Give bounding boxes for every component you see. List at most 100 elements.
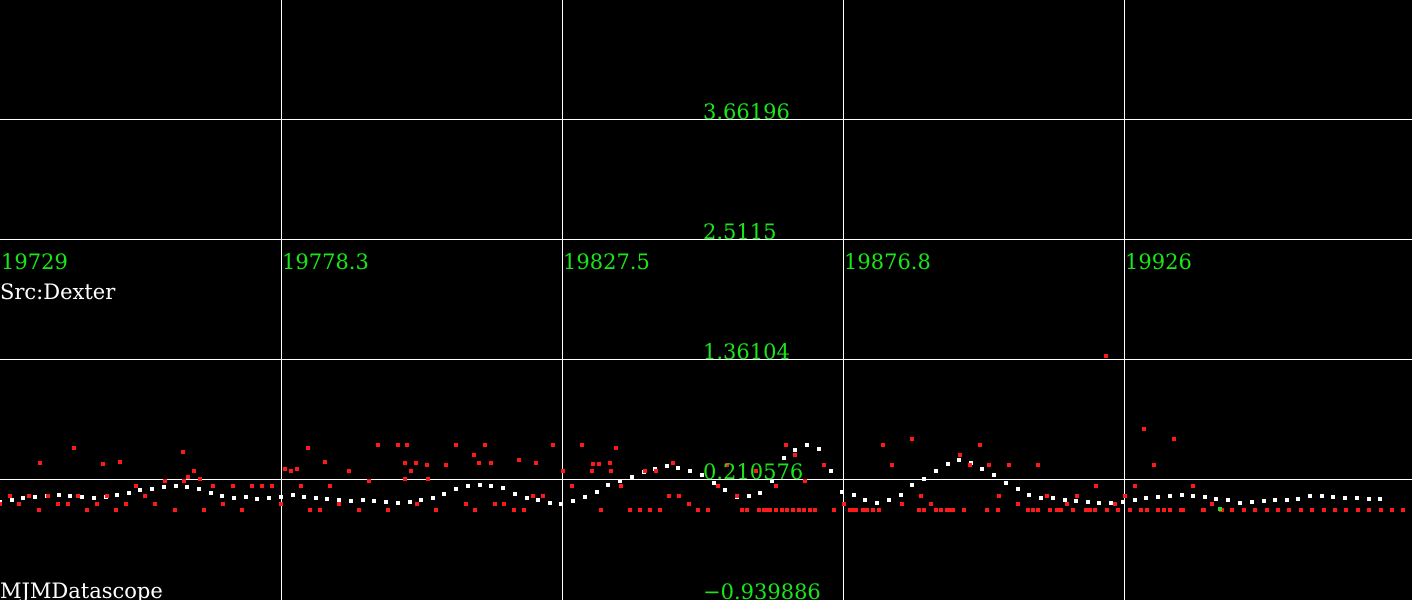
data-point — [805, 443, 809, 447]
data-point — [279, 502, 283, 506]
x-tick-label: 19778.3 — [282, 250, 369, 274]
data-point — [770, 479, 774, 483]
tick-labels: 19729 19778.3 19827.5 19876.8 19926 3.66196 2.… — [1, 100, 1192, 600]
data-point — [1299, 508, 1303, 512]
data-point — [725, 463, 729, 467]
data-point — [802, 508, 806, 512]
data-point — [1333, 508, 1337, 512]
data-point — [1097, 501, 1101, 505]
data-point — [890, 463, 894, 467]
data-point — [66, 502, 70, 506]
data-point — [1144, 496, 1148, 500]
data-point — [1088, 508, 1092, 512]
data-point — [946, 462, 950, 466]
data-point — [270, 484, 274, 488]
data-point — [1105, 508, 1109, 512]
data-point — [153, 502, 157, 506]
data-point — [295, 467, 299, 471]
data-point — [757, 508, 761, 512]
data-point — [863, 498, 867, 502]
data-point — [774, 508, 778, 512]
data-point — [114, 508, 118, 512]
x-tick-label: 19729 — [1, 250, 68, 274]
data-point — [865, 508, 869, 512]
data-point — [1109, 501, 1113, 505]
data-point — [740, 508, 744, 512]
data-point — [289, 469, 293, 473]
data-point — [143, 494, 147, 498]
data-point — [599, 508, 603, 512]
data-point — [1123, 494, 1127, 498]
y-tick-label: 0.210576 — [703, 460, 803, 484]
data-point — [1191, 484, 1195, 488]
data-point — [1273, 498, 1277, 502]
data-point — [768, 508, 772, 512]
data-point — [1202, 508, 1206, 512]
data-point — [1226, 498, 1230, 502]
x-tick-label: 19827.5 — [563, 250, 650, 274]
data-point — [774, 484, 778, 488]
data-point — [1116, 508, 1120, 512]
data-point — [934, 469, 938, 473]
data-point — [202, 508, 206, 512]
data-point — [658, 508, 662, 512]
data-point — [46, 494, 50, 498]
data-point — [1055, 508, 1059, 512]
data-point — [638, 508, 642, 512]
data-point — [454, 487, 458, 491]
data-point — [162, 485, 166, 489]
data-point — [101, 462, 105, 466]
data-point — [1214, 497, 1218, 501]
data-point — [531, 494, 535, 498]
y-tick-label: 2.5115 — [703, 220, 776, 244]
data-point — [852, 493, 856, 497]
data-point — [419, 498, 423, 502]
data-point — [1016, 502, 1020, 506]
data-point — [951, 508, 955, 512]
data-point — [473, 508, 477, 512]
data-point — [813, 508, 817, 512]
data-point — [1322, 508, 1326, 512]
data-point — [1074, 499, 1078, 503]
data-point — [900, 502, 904, 506]
data-point — [922, 508, 926, 512]
data-point — [803, 479, 807, 483]
data-point — [957, 458, 961, 462]
data-point — [785, 508, 789, 512]
data-point — [337, 498, 341, 502]
data-point — [996, 508, 1000, 512]
data-point — [1320, 494, 1324, 498]
data-point — [1059, 508, 1063, 512]
data-point — [1203, 495, 1207, 499]
data-point — [782, 456, 786, 460]
data-point — [396, 443, 400, 447]
data-point — [185, 485, 189, 489]
data-point — [68, 494, 72, 498]
data-point — [667, 494, 671, 498]
data-point — [723, 488, 727, 492]
data-point — [1026, 508, 1030, 512]
data-point — [784, 443, 788, 447]
data-point — [829, 469, 833, 473]
data-point — [1142, 427, 1146, 431]
data-point — [512, 508, 516, 512]
data-point — [985, 508, 989, 512]
data-point — [1356, 508, 1360, 512]
data-point — [591, 462, 595, 466]
data-point — [372, 499, 376, 503]
data-point — [817, 447, 821, 451]
data-point — [696, 508, 700, 512]
data-point — [899, 493, 903, 497]
data-point — [1156, 508, 1160, 512]
x-tick-label: 19876.8 — [844, 250, 931, 274]
data-point — [945, 508, 949, 512]
data-point — [1113, 502, 1117, 506]
data-point — [948, 508, 952, 512]
data-point — [842, 502, 846, 506]
data-point — [1168, 494, 1172, 498]
x-tick-label: 19926 — [1125, 250, 1192, 274]
data-point — [76, 494, 80, 498]
data-point — [197, 487, 201, 491]
data-point — [840, 490, 844, 494]
data-point — [478, 483, 482, 487]
